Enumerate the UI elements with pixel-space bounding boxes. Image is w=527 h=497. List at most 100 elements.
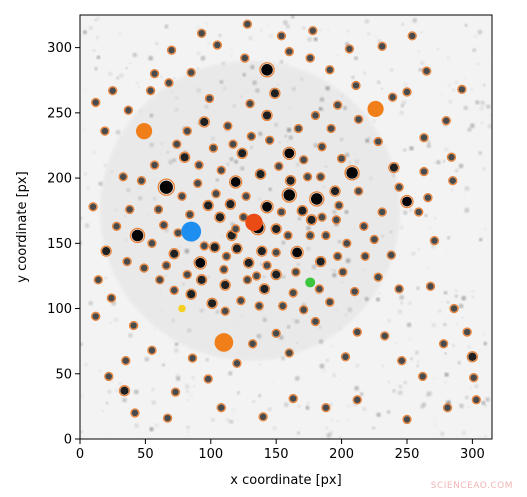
background-speck bbox=[159, 289, 163, 293]
background-speck bbox=[214, 81, 217, 83]
star-71 bbox=[279, 302, 287, 310]
background-speck bbox=[216, 178, 219, 182]
star-ring-122 bbox=[417, 371, 428, 382]
star-129 bbox=[431, 237, 438, 244]
background-speck bbox=[122, 398, 127, 403]
background-speck bbox=[391, 174, 396, 178]
background-speck bbox=[337, 326, 342, 331]
background-speck bbox=[149, 143, 154, 148]
star-50 bbox=[206, 95, 213, 102]
background-speck bbox=[387, 380, 390, 383]
star-153 bbox=[259, 413, 267, 421]
background-speck bbox=[119, 382, 121, 385]
background-speck bbox=[372, 119, 376, 123]
background-speck bbox=[467, 345, 471, 349]
background-speck bbox=[483, 333, 486, 336]
background-speck bbox=[399, 110, 404, 115]
background-speck bbox=[377, 39, 382, 43]
star-85 bbox=[360, 223, 368, 230]
star-184 bbox=[123, 258, 131, 265]
background-speck bbox=[94, 19, 97, 22]
background-speck bbox=[468, 406, 470, 408]
background-speck bbox=[318, 107, 323, 111]
background-speck bbox=[172, 158, 177, 162]
background-speck bbox=[285, 62, 288, 65]
star-1 bbox=[286, 176, 295, 185]
background-speck bbox=[472, 296, 474, 298]
background-speck bbox=[242, 73, 246, 77]
background-speck bbox=[338, 240, 341, 243]
background-speck bbox=[363, 268, 366, 271]
background-speck bbox=[354, 56, 358, 60]
star-ring-124 bbox=[466, 351, 479, 363]
background-speck bbox=[483, 403, 487, 407]
background-speck bbox=[302, 346, 305, 348]
background-speck bbox=[287, 325, 291, 329]
highlight-point-orange-4 bbox=[214, 333, 234, 352]
background-speck bbox=[151, 388, 155, 391]
star-ring-155 bbox=[321, 403, 331, 413]
background-speck bbox=[319, 339, 324, 344]
background-speck bbox=[103, 422, 105, 425]
background-speck bbox=[348, 90, 351, 93]
background-speck bbox=[116, 130, 121, 135]
star-18 bbox=[217, 166, 225, 174]
background-speck bbox=[221, 235, 223, 237]
star-101 bbox=[119, 173, 127, 181]
star-ring-85 bbox=[359, 221, 369, 232]
star-ring-14 bbox=[260, 200, 274, 214]
background-speck bbox=[422, 270, 424, 273]
background-speck bbox=[297, 279, 300, 281]
star-ring-153 bbox=[258, 412, 268, 422]
background-speck bbox=[132, 272, 135, 275]
star-154 bbox=[289, 395, 297, 402]
star-72 bbox=[289, 289, 297, 297]
background-speck bbox=[345, 210, 349, 214]
background-speck bbox=[233, 154, 235, 157]
star-ring-94 bbox=[240, 53, 250, 63]
background-speck bbox=[330, 345, 334, 348]
star-ring-144 bbox=[166, 45, 177, 55]
star-ring-73 bbox=[298, 305, 309, 315]
star-ring-44 bbox=[245, 99, 255, 109]
background-speck bbox=[330, 403, 333, 406]
background-speck bbox=[305, 406, 310, 410]
star-151 bbox=[164, 414, 171, 422]
background-speck bbox=[450, 188, 454, 192]
star-189 bbox=[395, 183, 403, 191]
background-speck bbox=[129, 62, 131, 65]
background-speck bbox=[478, 151, 482, 155]
star-ring-100 bbox=[100, 126, 110, 136]
background-speck bbox=[168, 58, 170, 60]
background-speck bbox=[445, 251, 448, 254]
background-speck bbox=[302, 26, 306, 30]
star-128 bbox=[427, 283, 434, 290]
star-91 bbox=[326, 66, 334, 74]
background-speck bbox=[332, 210, 337, 214]
background-speck bbox=[322, 203, 325, 205]
star-ring-61 bbox=[169, 285, 179, 295]
star-ring-28 bbox=[305, 214, 318, 226]
background-speck bbox=[197, 67, 199, 70]
background-speck bbox=[475, 100, 480, 105]
background-speck bbox=[376, 297, 380, 302]
star-ring-64 bbox=[206, 297, 218, 310]
star-143 bbox=[198, 29, 205, 37]
star-ring-7 bbox=[309, 191, 325, 207]
star-3 bbox=[402, 196, 412, 207]
background-speck bbox=[415, 350, 419, 355]
background-speck bbox=[222, 86, 227, 91]
star-ring-56 bbox=[129, 227, 146, 244]
star-ring-34 bbox=[194, 160, 204, 170]
background-speck bbox=[171, 318, 175, 323]
background-speck bbox=[362, 407, 366, 411]
background-speck bbox=[392, 389, 396, 393]
star-ring-182 bbox=[161, 260, 172, 271]
star-ring-142 bbox=[242, 19, 253, 29]
background-speck bbox=[234, 160, 238, 164]
star-ring-53 bbox=[172, 139, 182, 149]
background-speck bbox=[411, 252, 416, 256]
background-speck bbox=[325, 165, 328, 168]
background-speck bbox=[88, 301, 93, 306]
star-ring-129 bbox=[429, 236, 440, 246]
